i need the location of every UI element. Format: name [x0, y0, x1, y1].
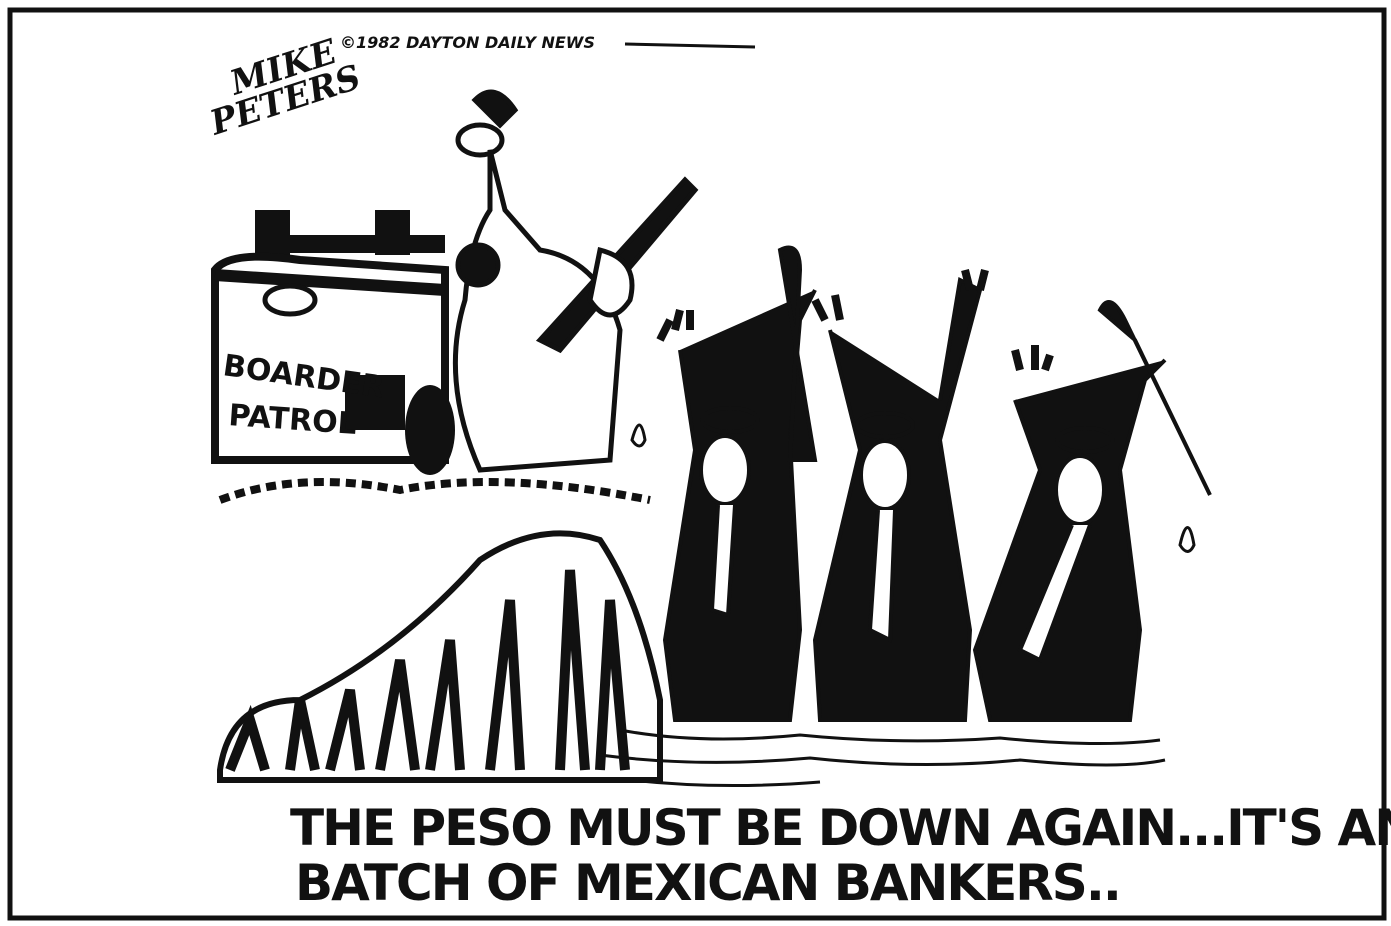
banker: [656, 245, 818, 722]
soldier: [452, 89, 699, 473]
banker: [811, 269, 989, 722]
grass-hill: [217, 478, 663, 783]
caption-line: BATCH OF MEXICAN BANKERS..: [295, 854, 1120, 912]
water: [599, 423, 1196, 788]
jeep: BOARDER PATROL: [211, 210, 455, 475]
banker: [972, 300, 1212, 722]
copyright: ©1982 DAYTON DAILY NEWS: [340, 33, 595, 52]
frame: [7, 7, 1387, 921]
caption-line: THE PESO MUST BE DOWN AGAIN...IT'S ANOTH…: [290, 799, 1391, 857]
copyright-underline: [624, 42, 756, 49]
